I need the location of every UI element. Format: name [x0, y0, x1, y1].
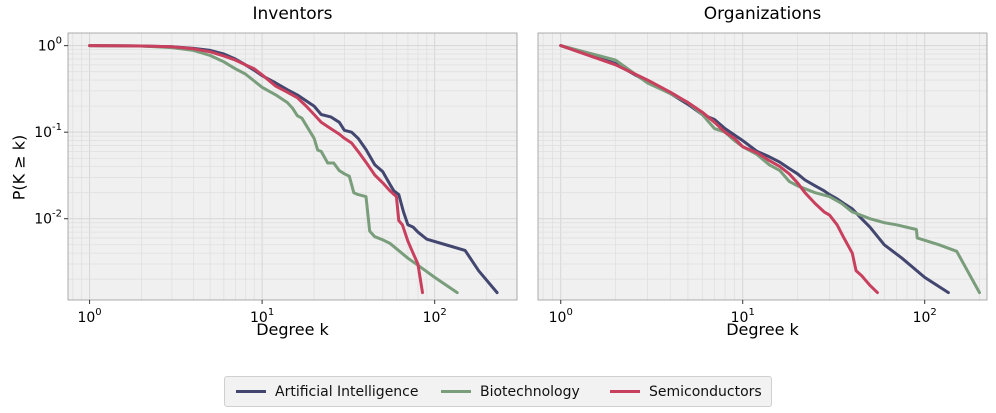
- x-axis-label-organizations: Degree k: [726, 320, 799, 339]
- x-tick-label: 101: [250, 307, 274, 326]
- series-line-semi-organizations: [559, 44, 879, 295]
- y-tick-label: 10-2: [34, 209, 62, 228]
- series-line-semi-inventors: [88, 44, 424, 295]
- legend-item-ai: Artificial Intelligence: [236, 377, 419, 406]
- x-tick-label: 101: [731, 307, 755, 326]
- series-line-bio-inventors: [88, 44, 459, 295]
- legend-swatch-bio: [441, 390, 471, 393]
- y-tick-label: 100: [38, 36, 62, 55]
- x-tick-label: 102: [913, 307, 937, 326]
- plot-frame-inventors: [67, 32, 518, 301]
- legend-swatch-semi: [610, 390, 640, 393]
- legend-label-bio: Biotechnology: [480, 383, 580, 400]
- x-tick-label: 100: [549, 307, 573, 326]
- x-axis-label-inventors: Degree k: [256, 320, 329, 339]
- legend-swatch-ai: [236, 390, 266, 393]
- legend-item-bio: Biotechnology: [441, 377, 580, 406]
- panel-title-inventors: Inventors: [252, 4, 333, 24]
- x-tick-label: 102: [423, 307, 447, 326]
- legend-label-ai: Artificial Intelligence: [275, 383, 419, 400]
- legend-item-semi: Semiconductors: [610, 377, 762, 406]
- legend: Artificial Intelligence Biotechnology Se…: [224, 376, 772, 407]
- panel-title-organizations: Organizations: [703, 4, 822, 24]
- legend-label-semi: Semiconductors: [649, 383, 762, 400]
- y-axis-label: P(K ≥ k): [9, 134, 29, 201]
- plot-frame-organizations: [537, 32, 988, 301]
- x-tick-label: 100: [77, 307, 101, 326]
- y-tick-label: 10-1: [34, 122, 62, 141]
